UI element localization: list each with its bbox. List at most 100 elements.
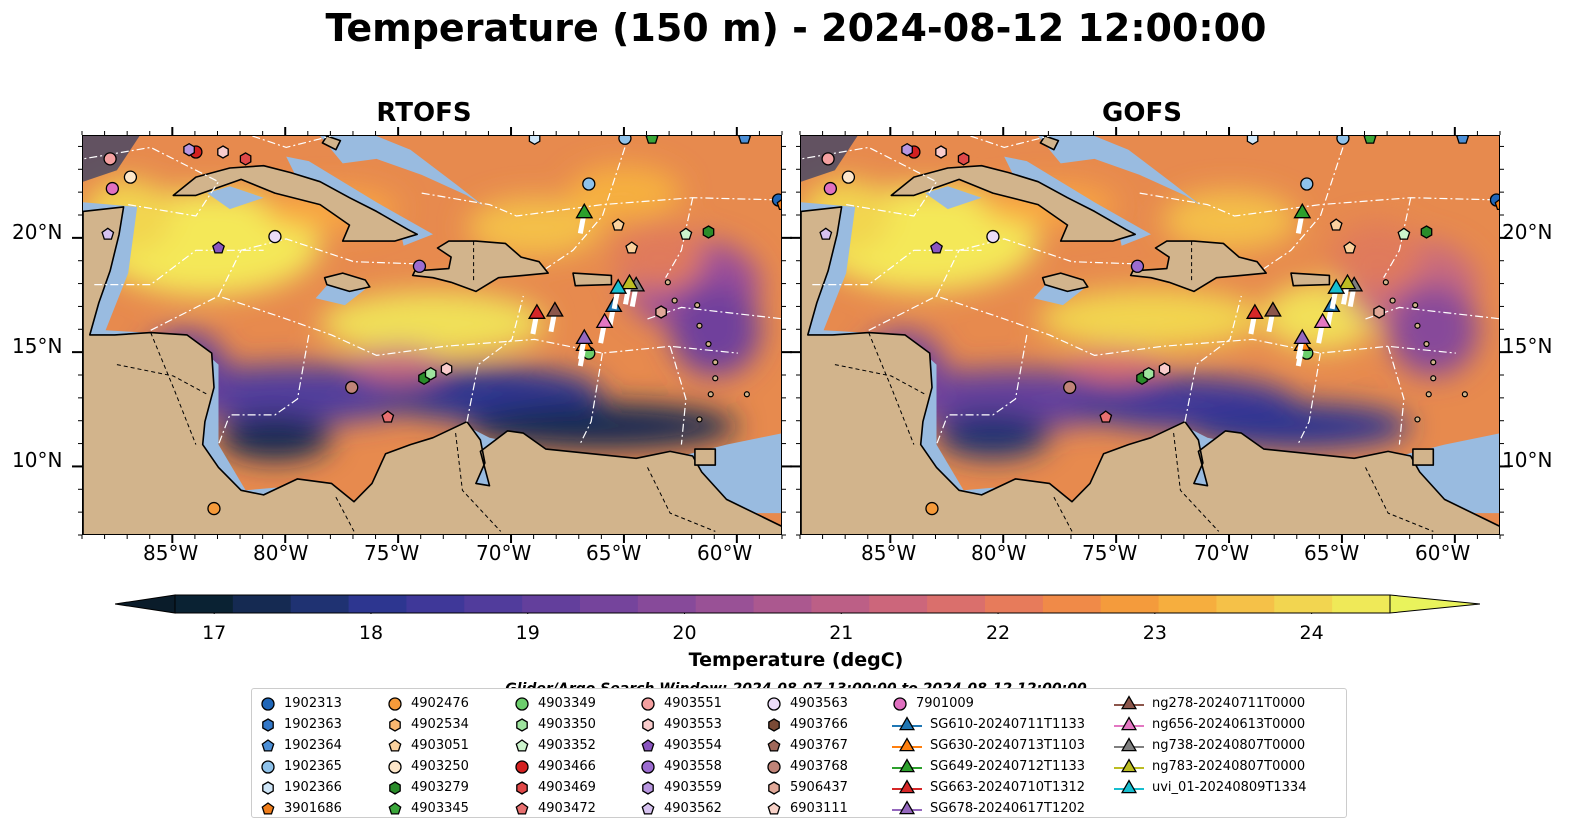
glider-marker[interactable] [1313, 312, 1332, 329]
argo-float-marker[interactable] [986, 229, 1000, 244]
glider-marker[interactable] [620, 273, 639, 290]
legend-marker[interactable] [641, 696, 655, 711]
argo-float-marker[interactable] [345, 380, 359, 395]
legend-marker[interactable] [1120, 778, 1138, 793]
argo-float-marker[interactable] [183, 142, 195, 157]
argo-float-marker[interactable] [1063, 380, 1077, 395]
legend-marker[interactable] [893, 696, 907, 711]
legend-marker[interactable] [389, 780, 401, 795]
argo-float-marker[interactable] [935, 145, 947, 159]
argo-float-marker[interactable] [1397, 227, 1411, 240]
legend-marker[interactable] [388, 738, 402, 752]
argo-float-marker[interactable] [582, 177, 596, 191]
argo-float-marker[interactable] [925, 501, 939, 516]
legend-marker[interactable] [388, 759, 402, 774]
legend-marker[interactable] [1120, 757, 1138, 772]
argo-float-marker[interactable] [1329, 218, 1343, 231]
argo-float-marker[interactable] [1343, 241, 1357, 254]
argo-float-marker[interactable] [217, 145, 229, 159]
legend-marker[interactable] [388, 696, 402, 711]
legend-marker[interactable] [261, 801, 275, 815]
legend-marker[interactable] [767, 801, 781, 815]
argo-float-marker[interactable] [1158, 362, 1171, 376]
argo-float-marker[interactable] [611, 218, 625, 231]
argo-float-marker[interactable] [103, 152, 117, 166]
legend-marker[interactable] [262, 780, 274, 795]
legend-marker[interactable] [516, 717, 528, 732]
legend-marker[interactable] [767, 759, 781, 774]
legend-marker[interactable] [898, 757, 916, 772]
argo-float-marker[interactable] [823, 181, 838, 196]
glider-marker[interactable] [595, 312, 614, 329]
argo-float-marker[interactable] [625, 241, 639, 254]
argo-float-marker[interactable] [1494, 199, 1500, 211]
glider-marker[interactable] [1245, 303, 1264, 319]
legend-marker[interactable] [642, 780, 654, 795]
argo-float-marker[interactable] [239, 152, 252, 166]
argo-float-marker[interactable] [901, 142, 913, 157]
argo-float-marker[interactable] [105, 181, 120, 196]
argo-float-marker[interactable] [1420, 225, 1433, 239]
argo-float-marker[interactable] [101, 227, 115, 240]
legend-marker[interactable] [767, 696, 781, 711]
legend-marker[interactable] [898, 799, 916, 814]
legend-marker[interactable] [262, 717, 274, 732]
argo-float-marker[interactable] [1456, 136, 1470, 144]
glider-marker[interactable] [575, 328, 594, 345]
legend-marker[interactable] [1120, 715, 1138, 730]
legend-marker[interactable] [768, 780, 780, 795]
argo-float-marker[interactable] [776, 199, 782, 211]
legend-marker[interactable] [515, 759, 529, 774]
argo-float-marker[interactable] [1336, 136, 1350, 145]
argo-float-marker[interactable] [212, 241, 225, 254]
legend-marker[interactable] [641, 759, 655, 774]
glider-marker[interactable] [527, 303, 546, 319]
argo-float-marker[interactable] [645, 136, 659, 144]
argo-float-marker[interactable] [679, 227, 693, 240]
legend-marker[interactable] [1120, 736, 1138, 751]
legend-marker[interactable] [898, 715, 916, 730]
legend-marker[interactable] [515, 738, 529, 752]
glider-marker[interactable] [1293, 328, 1312, 345]
map-panel-rtofs[interactable] [82, 135, 782, 535]
argo-float-marker[interactable] [1099, 410, 1113, 423]
legend-marker[interactable] [261, 759, 275, 774]
legend-marker[interactable] [898, 736, 916, 751]
argo-float-marker[interactable] [1373, 305, 1385, 319]
argo-float-marker[interactable] [207, 501, 221, 516]
legend-marker[interactable] [641, 801, 655, 815]
argo-float-marker[interactable] [821, 152, 835, 166]
legend-marker[interactable] [768, 717, 780, 732]
legend-marker[interactable] [515, 801, 529, 815]
legend-marker[interactable] [1120, 694, 1138, 709]
glider-marker[interactable] [545, 301, 564, 317]
legend-marker[interactable] [641, 738, 655, 752]
argo-float-marker[interactable] [123, 170, 138, 184]
glider-marker[interactable] [1327, 278, 1346, 294]
argo-float-marker[interactable] [381, 410, 395, 423]
argo-float-marker[interactable] [268, 229, 282, 244]
legend-marker[interactable] [516, 780, 528, 795]
argo-float-marker[interactable] [655, 305, 667, 319]
legend-marker[interactable] [642, 717, 654, 732]
glider-marker[interactable] [1263, 301, 1282, 317]
legend-marker[interactable] [389, 717, 401, 732]
legend-marker[interactable] [261, 696, 275, 711]
argo-float-marker[interactable] [957, 152, 970, 166]
argo-float-marker[interactable] [819, 227, 833, 240]
argo-float-marker[interactable] [1363, 136, 1377, 144]
argo-float-marker[interactable] [412, 259, 427, 273]
legend-marker[interactable] [767, 738, 781, 752]
argo-float-marker[interactable] [618, 136, 632, 145]
map-panel-gofs[interactable] [800, 135, 1500, 535]
glider-marker[interactable] [1293, 202, 1312, 219]
glider-marker[interactable] [1338, 273, 1357, 290]
legend-marker[interactable] [261, 738, 275, 752]
argo-float-marker[interactable] [738, 136, 752, 144]
glider-marker[interactable] [575, 202, 594, 219]
argo-float-marker[interactable] [930, 241, 943, 254]
legend-marker[interactable] [515, 696, 529, 711]
argo-float-marker[interactable] [424, 366, 437, 381]
argo-float-marker[interactable] [1142, 366, 1155, 381]
argo-float-marker[interactable] [440, 362, 453, 376]
